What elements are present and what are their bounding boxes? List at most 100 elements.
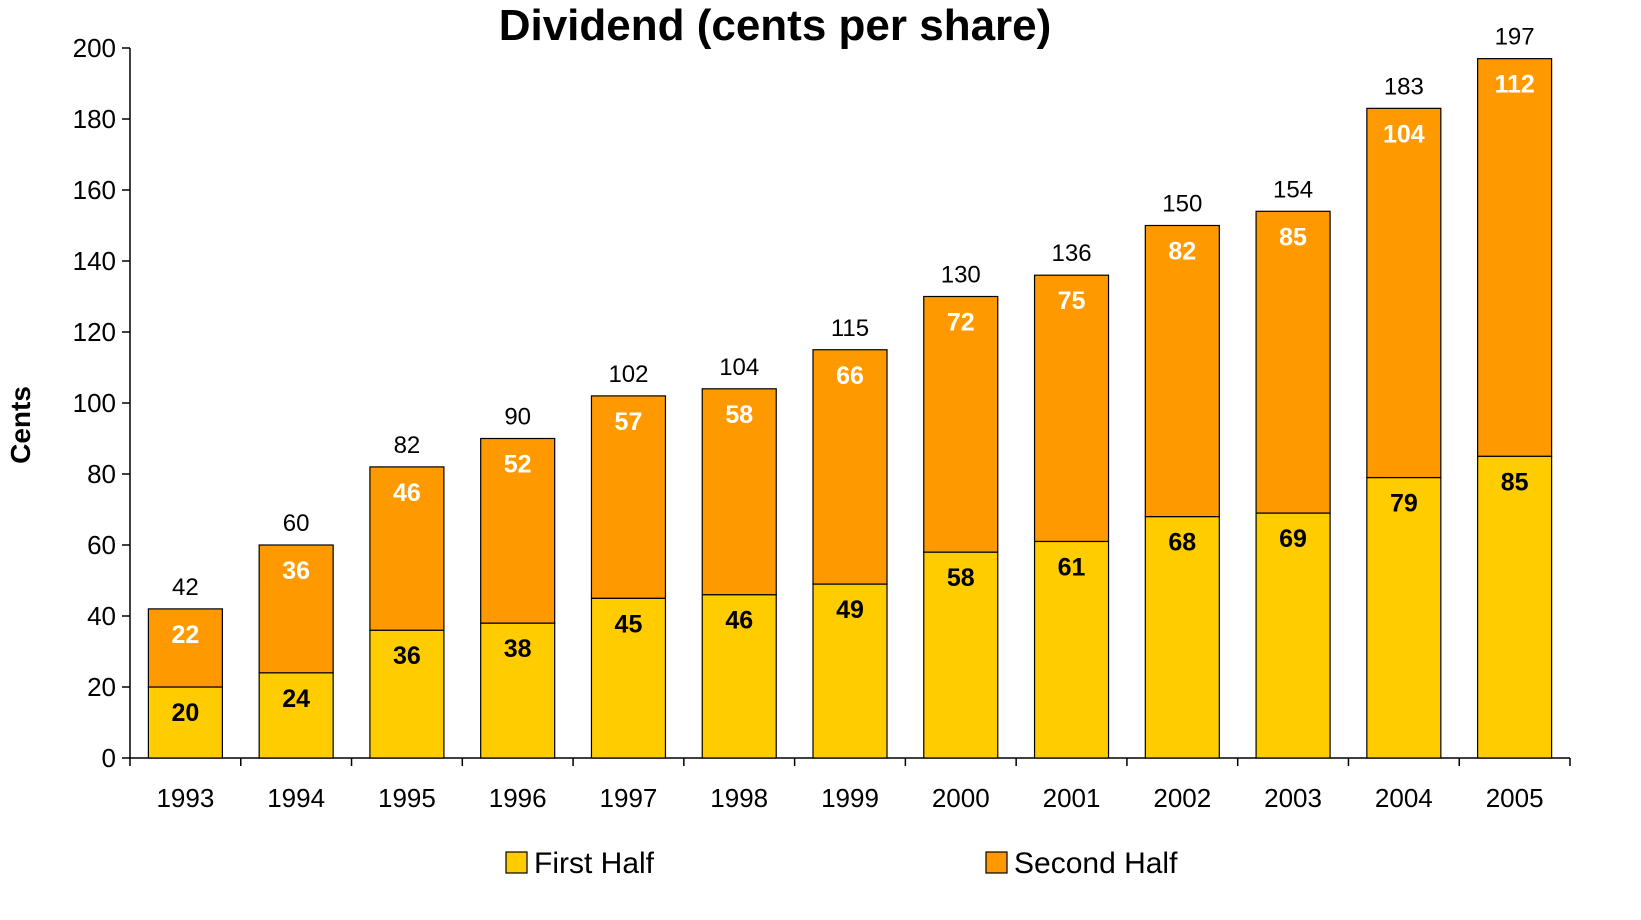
data-label-total: 136 [1052, 240, 1092, 267]
bar-second-half [480, 437, 556, 624]
y-tick-label: 140 [73, 246, 116, 276]
data-label-total: 154 [1273, 176, 1313, 203]
legend-swatch [505, 851, 528, 874]
bar-second-half [147, 608, 223, 688]
x-tick-label: 1998 [710, 783, 768, 813]
y-tick-label: 160 [73, 175, 116, 205]
data-label-second-half: 52 [504, 451, 532, 479]
data-label-second-half: 72 [947, 309, 975, 337]
data-label-first-half: 20 [171, 699, 199, 727]
data-label-total: 130 [941, 262, 981, 289]
data-label-total: 104 [719, 354, 759, 381]
x-tick-label: 2001 [1043, 783, 1101, 813]
bars [147, 58, 1553, 759]
bar-second-half [923, 295, 999, 553]
bar-second-half [1033, 274, 1110, 543]
data-label-first-half: 68 [1168, 529, 1196, 557]
bar-second-half [1144, 224, 1220, 518]
x-tick-label: 1996 [489, 783, 547, 813]
chart-title: Dividend (cents per share) [499, 1, 1052, 50]
data-label-second-half: 57 [615, 408, 643, 436]
x-tick-label: 2003 [1264, 783, 1322, 813]
bar-second-half [369, 466, 445, 631]
bar-second-half [590, 395, 667, 599]
data-label-total: 150 [1162, 191, 1202, 218]
x-tick-label: 1994 [267, 783, 325, 813]
data-label-second-half: 22 [171, 621, 199, 649]
data-label-second-half: 85 [1279, 223, 1307, 251]
bar-first-half [701, 594, 777, 759]
bar-second-half [1255, 210, 1331, 514]
data-label-second-half: 66 [836, 362, 864, 390]
data-label-total: 183 [1384, 73, 1424, 100]
data-label-first-half: 79 [1390, 490, 1418, 518]
data-label-first-half: 46 [725, 607, 753, 635]
data-label-first-half: 58 [947, 564, 975, 592]
legend-label: Second Half [1014, 847, 1178, 880]
data-label-first-half: 45 [615, 610, 643, 638]
x-tick-label: 1993 [156, 783, 214, 813]
legend-label: First Half [534, 847, 655, 880]
bar-first-half [480, 622, 556, 759]
bar-first-half [923, 551, 999, 759]
data-label-second-half: 46 [393, 479, 421, 507]
y-tick-label: 120 [73, 317, 116, 347]
data-label-second-half: 36 [282, 557, 310, 585]
data-label-second-half: 104 [1383, 120, 1425, 148]
data-label-first-half: 49 [836, 596, 864, 624]
y-tick-label: 40 [87, 601, 116, 631]
data-label-second-half: 75 [1058, 287, 1086, 315]
bar-first-half [1144, 515, 1220, 759]
bar-first-half [369, 629, 445, 759]
y-tick-label: 20 [87, 672, 116, 702]
bar-second-half [701, 388, 777, 596]
bar-first-half [258, 672, 334, 759]
y-tick-label: 60 [87, 530, 116, 560]
bar-first-half [1477, 455, 1553, 759]
x-tick-label: 2002 [1153, 783, 1211, 813]
data-label-second-half: 58 [725, 401, 753, 429]
data-label-total: 82 [394, 432, 421, 459]
bar-first-half [590, 597, 667, 759]
x-tick-label: 1997 [600, 783, 658, 813]
data-label-first-half: 38 [504, 635, 532, 663]
data-label-total: 42 [172, 574, 199, 601]
legend: First Half Second Half [505, 847, 1178, 880]
y-tick-label: 200 [73, 33, 116, 63]
data-label-first-half: 24 [282, 685, 310, 713]
bar-first-half [1366, 476, 1442, 759]
bar-second-half [1366, 107, 1442, 479]
bar-second-half [258, 544, 334, 674]
y-axis-label: Cents [5, 386, 36, 464]
bar-first-half [147, 686, 223, 759]
data-label-total: 102 [608, 361, 648, 388]
x-tick-label: 2004 [1375, 783, 1433, 813]
bar-first-half [812, 583, 888, 759]
data-label-first-half: 61 [1058, 553, 1086, 581]
axes: 0 20 40 60 80 100 120 140 160 180 200 1993 1994 1995 1… [73, 33, 1571, 813]
data-labels: 20 22 42 24 36 60 36 46 82 38 52 90 45 57 102 46 58 104 49… [171, 24, 1534, 727]
data-label-total: 90 [504, 404, 531, 431]
data-label-first-half: 36 [393, 642, 421, 670]
data-label-total: 60 [283, 510, 310, 537]
data-label-total: 115 [831, 315, 869, 342]
x-tick-label: 1995 [378, 783, 436, 813]
y-tick-label: 80 [87, 459, 116, 489]
data-label-total: 197 [1495, 24, 1535, 51]
y-tick-label: 100 [73, 388, 116, 418]
bar-second-half [812, 349, 888, 585]
x-tick-label: 2005 [1486, 783, 1544, 813]
data-label-second-half: 112 [1494, 71, 1534, 99]
y-tick-label: 180 [73, 104, 116, 134]
data-label-second-half: 82 [1168, 238, 1196, 266]
data-label-first-half: 69 [1279, 525, 1307, 553]
legend-swatch [985, 851, 1008, 874]
x-tick-label: 2000 [932, 783, 990, 813]
data-label-first-half: 85 [1501, 468, 1529, 496]
bar-second-half [1477, 58, 1553, 457]
x-tick-label: 1999 [821, 783, 879, 813]
y-tick-label: 0 [102, 743, 116, 773]
bar-first-half [1255, 512, 1331, 759]
